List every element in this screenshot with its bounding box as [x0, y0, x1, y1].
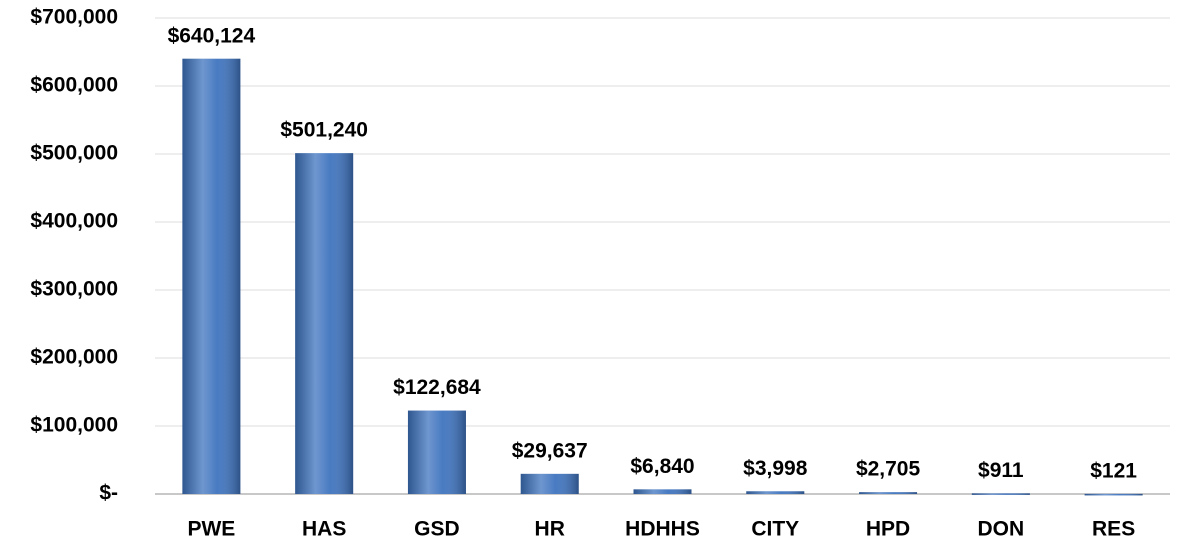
x-tick-label: HPD — [866, 518, 910, 541]
value-label: $501,240 — [280, 119, 368, 142]
y-tick-label: $700,000 — [30, 6, 118, 29]
value-label: $121 — [1090, 459, 1137, 482]
y-tick-label: $600,000 — [30, 74, 118, 97]
value-label: $6,840 — [630, 455, 694, 478]
bar-shine — [633, 489, 692, 494]
value-label: $29,637 — [512, 439, 588, 462]
y-tick-label: $100,000 — [30, 414, 118, 437]
y-tick-label: $- — [99, 482, 118, 505]
bar-shine — [295, 153, 354, 494]
x-tick-label: DON — [977, 518, 1024, 541]
bar-shine — [407, 410, 466, 494]
y-tick-label: $300,000 — [30, 278, 118, 301]
bar-shine — [182, 58, 241, 495]
x-tick-label: CITY — [751, 518, 799, 541]
value-label: $122,684 — [393, 376, 481, 399]
value-label: $911 — [978, 459, 1024, 482]
x-tick-label: GSD — [414, 518, 460, 541]
value-label: $640,124 — [168, 24, 256, 47]
bar-shine — [520, 473, 579, 494]
y-tick-label: $400,000 — [30, 210, 118, 233]
value-label: $3,998 — [743, 457, 808, 480]
value-label: $2,705 — [856, 458, 921, 481]
y-tick-label: $500,000 — [30, 142, 118, 165]
bar-shine — [971, 493, 1030, 495]
x-tick-label: HDHHS — [625, 518, 700, 541]
x-tick-label: HR — [535, 518, 565, 541]
x-tick-label: PWE — [187, 518, 235, 541]
x-tick-label: RES — [1092, 518, 1135, 541]
y-tick-label: $200,000 — [30, 346, 118, 369]
bar-shine — [859, 492, 918, 494]
bar-shine — [1084, 493, 1143, 496]
x-tick-label: HAS — [302, 518, 346, 541]
bar-shine — [746, 491, 805, 494]
